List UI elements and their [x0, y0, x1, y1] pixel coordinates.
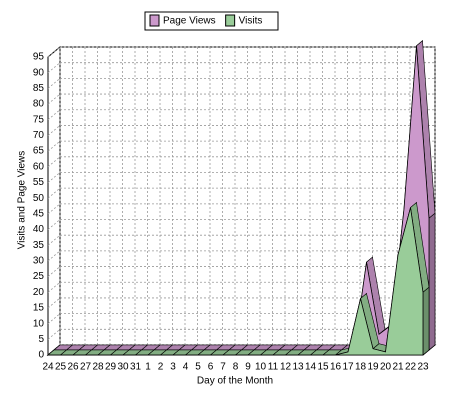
y-tick-label: 50 [33, 193, 45, 204]
grid-line [47, 281, 61, 293]
side-wall [47, 45, 61, 357]
y-tick-label: 85 [33, 83, 45, 94]
grid-line [47, 187, 61, 199]
x-tick-label: 12 [280, 362, 292, 373]
legend-label: Page Views [163, 16, 216, 27]
x-tick-label: 23 [417, 362, 429, 373]
grid-line [47, 78, 61, 89]
x-tick-label: 2 [158, 362, 164, 373]
x-tick-label: 22 [405, 362, 417, 373]
area [48, 207, 424, 356]
x-tick-label: 8 [233, 362, 239, 373]
y-tick-label: 40 [33, 224, 45, 235]
legend-label: Visits [239, 16, 263, 27]
grid-line [47, 250, 61, 262]
x-tick-label: 5 [195, 362, 201, 373]
y-axis-label: Visits and Page Views [17, 151, 28, 250]
x-tick-label: 1 [145, 362, 151, 373]
area-side [428, 212, 436, 351]
y-tick-label: 45 [33, 208, 45, 219]
y-tick-label: 70 [33, 130, 45, 141]
y-tick-label: 90 [33, 67, 45, 78]
area-side [422, 286, 430, 356]
y-tick-label: 80 [33, 99, 45, 110]
x-tick-label: 20 [380, 362, 392, 373]
y-tick-label: 65 [33, 146, 45, 157]
grid-line [47, 313, 61, 324]
x-tick-label: 9 [245, 362, 251, 373]
grid-line [47, 297, 61, 309]
x-tick-label: 4 [183, 362, 189, 373]
x-tick-label: 14 [305, 362, 317, 373]
y-tick-label: 35 [33, 240, 45, 251]
x-tick-label: 16 [330, 362, 342, 373]
x-tick-label: 21 [392, 362, 404, 373]
grid-line [47, 93, 61, 105]
y-tick-label: 30 [33, 256, 45, 267]
y-tick-label: 60 [33, 161, 45, 172]
y-tick-label: 75 [33, 114, 45, 125]
x-tick-label: 7 [220, 362, 226, 373]
x-tick-label: 29 [105, 362, 117, 373]
x-tick-label: 27 [80, 362, 92, 373]
y-tick-label: 5 [38, 334, 44, 345]
grid-line [47, 203, 61, 215]
legend-swatch [225, 14, 236, 27]
x-tick-label: 17 [342, 362, 354, 373]
grid-line [47, 46, 61, 58]
x-tick-label: 19 [367, 362, 379, 373]
y-tick-label: 95 [33, 52, 45, 63]
y-tick-label: 0 [38, 350, 44, 361]
grid-line [47, 62, 61, 73]
y-tick-label: 25 [33, 271, 45, 282]
grid-line [47, 219, 61, 230]
grid-line [47, 156, 61, 168]
x-tick-label: 30 [117, 362, 129, 373]
x-tick-label: 3 [170, 362, 176, 373]
grid-line [47, 329, 61, 340]
x-tick-label: 11 [268, 362, 279, 373]
grid-line [47, 109, 61, 121]
grid-line [47, 234, 61, 246]
grid-line [47, 125, 61, 136]
grid-line [47, 266, 61, 277]
x-tick-label: 28 [92, 362, 104, 373]
x-tick-label: 6 [208, 362, 214, 373]
x-axis-label: Day of the Month [197, 376, 273, 387]
x-tick-label: 26 [67, 362, 79, 373]
x-tick-label: 10 [255, 362, 267, 373]
y-tick-label: 15 [33, 303, 45, 314]
grid-line [47, 172, 61, 183]
x-tick-label: 24 [42, 362, 54, 373]
y-tick-label: 55 [33, 177, 45, 188]
legend-box [144, 11, 279, 31]
legend-swatch [149, 14, 160, 27]
x-tick-label: 15 [317, 362, 329, 373]
x-tick-label: 25 [55, 362, 67, 373]
x-tick-label: 31 [130, 362, 142, 373]
y-tick-label: 20 [33, 287, 45, 298]
x-tick-label: 13 [292, 362, 304, 373]
y-tick-label: 10 [33, 318, 45, 329]
grid-line [47, 140, 61, 152]
x-tick-label: 18 [355, 362, 367, 373]
